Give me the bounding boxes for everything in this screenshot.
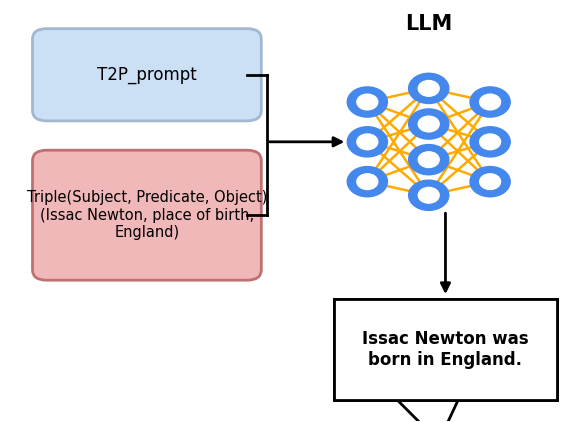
Circle shape xyxy=(409,145,449,175)
Polygon shape xyxy=(397,400,458,422)
Circle shape xyxy=(347,87,387,117)
Circle shape xyxy=(470,87,510,117)
FancyBboxPatch shape xyxy=(334,299,557,400)
Circle shape xyxy=(480,94,501,110)
Circle shape xyxy=(347,127,387,157)
FancyBboxPatch shape xyxy=(334,299,557,400)
Circle shape xyxy=(357,134,378,150)
Circle shape xyxy=(357,94,378,110)
Text: LLM: LLM xyxy=(405,14,453,34)
Circle shape xyxy=(418,81,439,96)
Text: Triple(Subject, Predicate, Object)
(Issac Newton, place of birth,
England): Triple(Subject, Predicate, Object) (Issa… xyxy=(27,190,267,240)
Text: Issac Newton was
born in England.: Issac Newton was born in England. xyxy=(362,330,529,369)
Circle shape xyxy=(347,167,387,197)
Circle shape xyxy=(480,134,501,150)
Circle shape xyxy=(470,127,510,157)
Circle shape xyxy=(409,180,449,211)
FancyBboxPatch shape xyxy=(32,29,261,121)
Circle shape xyxy=(418,187,439,203)
FancyBboxPatch shape xyxy=(32,150,261,280)
Circle shape xyxy=(409,109,449,139)
Circle shape xyxy=(480,174,501,189)
Circle shape xyxy=(409,73,449,103)
Circle shape xyxy=(357,174,378,189)
Text: T2P_prompt: T2P_prompt xyxy=(97,66,197,84)
Circle shape xyxy=(470,167,510,197)
Circle shape xyxy=(418,116,439,132)
Circle shape xyxy=(418,152,439,168)
